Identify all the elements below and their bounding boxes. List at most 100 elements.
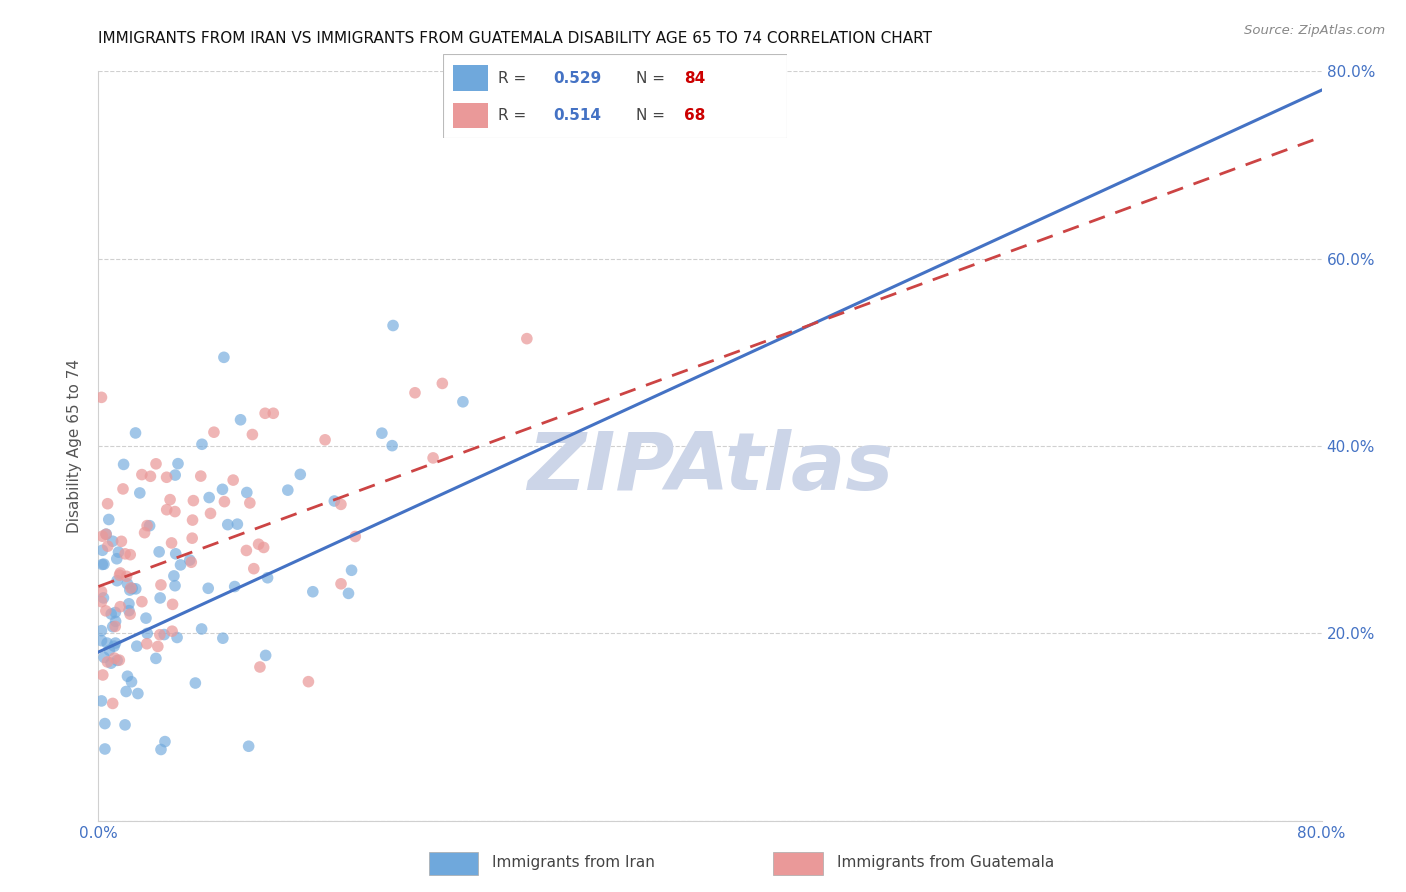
Point bbox=[115, 684, 138, 698]
Point bbox=[229, 413, 252, 427]
Point bbox=[97, 497, 120, 511]
Point bbox=[211, 631, 233, 645]
Point bbox=[100, 656, 122, 670]
Point bbox=[149, 578, 172, 592]
Point bbox=[432, 376, 454, 391]
Point bbox=[226, 517, 249, 532]
Point bbox=[115, 569, 138, 583]
Point bbox=[236, 485, 259, 500]
Point bbox=[249, 660, 271, 674]
Point bbox=[118, 604, 141, 618]
Point bbox=[120, 548, 142, 562]
Point bbox=[103, 639, 125, 653]
Point bbox=[90, 624, 112, 638]
Point bbox=[96, 655, 118, 669]
Point bbox=[165, 468, 187, 483]
Point bbox=[101, 534, 124, 549]
Point bbox=[101, 620, 124, 634]
Point bbox=[149, 742, 172, 756]
Point bbox=[94, 716, 117, 731]
Point bbox=[211, 483, 233, 497]
Point bbox=[235, 543, 257, 558]
Point bbox=[381, 439, 404, 453]
Point bbox=[214, 494, 236, 508]
Text: ZIPAtlas: ZIPAtlas bbox=[527, 429, 893, 508]
Point bbox=[93, 591, 115, 605]
Point bbox=[131, 595, 153, 609]
Point bbox=[197, 582, 219, 596]
Point bbox=[118, 583, 141, 598]
Text: 84: 84 bbox=[685, 70, 706, 86]
Point bbox=[104, 636, 127, 650]
Point bbox=[145, 651, 167, 665]
Point bbox=[254, 648, 277, 663]
Bar bbox=[453, 103, 488, 128]
Point bbox=[118, 597, 141, 611]
Text: Source: ZipAtlas.com: Source: ZipAtlas.com bbox=[1244, 24, 1385, 37]
Point bbox=[200, 507, 222, 521]
Point bbox=[155, 470, 177, 484]
Text: N =: N = bbox=[636, 108, 669, 123]
Point bbox=[184, 676, 207, 690]
Point bbox=[138, 518, 160, 533]
Point bbox=[290, 467, 312, 482]
Text: R =: R = bbox=[498, 70, 531, 86]
Point bbox=[104, 619, 127, 633]
Point bbox=[96, 636, 118, 650]
Point bbox=[120, 581, 142, 595]
Point bbox=[238, 739, 260, 754]
Point bbox=[153, 627, 176, 641]
Point bbox=[149, 628, 172, 642]
Point bbox=[239, 496, 262, 510]
Point bbox=[145, 457, 167, 471]
Point bbox=[254, 406, 277, 420]
Point bbox=[160, 536, 183, 550]
Point bbox=[125, 582, 148, 596]
Point bbox=[329, 497, 352, 511]
Bar bbox=[429, 852, 478, 874]
Point bbox=[183, 493, 205, 508]
Point bbox=[337, 586, 360, 600]
Point bbox=[165, 547, 187, 561]
Y-axis label: Disability Age 65 to 74: Disability Age 65 to 74 bbox=[67, 359, 83, 533]
Point bbox=[96, 527, 118, 541]
Point bbox=[104, 606, 127, 620]
Point bbox=[217, 517, 239, 532]
Point bbox=[103, 651, 125, 665]
Point bbox=[247, 537, 270, 551]
Point bbox=[121, 674, 143, 689]
Point bbox=[105, 653, 128, 667]
Text: R =: R = bbox=[498, 108, 531, 123]
Point bbox=[340, 563, 363, 577]
Point bbox=[277, 483, 299, 497]
Point bbox=[262, 406, 284, 420]
Point bbox=[404, 385, 426, 400]
Point bbox=[148, 545, 170, 559]
Point bbox=[156, 502, 179, 516]
Point bbox=[191, 437, 214, 451]
Point bbox=[97, 539, 120, 553]
Point bbox=[162, 598, 184, 612]
Point bbox=[202, 425, 225, 440]
Point bbox=[94, 527, 117, 541]
Point bbox=[242, 427, 264, 442]
Point bbox=[253, 541, 276, 555]
Point bbox=[91, 558, 114, 572]
Point bbox=[136, 518, 159, 533]
Point bbox=[222, 473, 245, 487]
Point bbox=[136, 626, 159, 640]
Text: 0.514: 0.514 bbox=[553, 108, 602, 123]
Point bbox=[163, 569, 186, 583]
Point bbox=[108, 568, 131, 582]
Point bbox=[516, 332, 538, 346]
Point bbox=[91, 529, 114, 543]
Point bbox=[166, 631, 188, 645]
Point bbox=[181, 531, 204, 545]
Text: IMMIGRANTS FROM IRAN VS IMMIGRANTS FROM GUATEMALA DISABILITY AGE 65 TO 74 CORREL: IMMIGRANTS FROM IRAN VS IMMIGRANTS FROM … bbox=[98, 31, 932, 46]
Point bbox=[167, 457, 190, 471]
Point bbox=[94, 742, 117, 756]
Point bbox=[149, 591, 172, 605]
Point bbox=[114, 718, 136, 732]
Text: N =: N = bbox=[636, 70, 669, 86]
Point bbox=[110, 566, 132, 580]
